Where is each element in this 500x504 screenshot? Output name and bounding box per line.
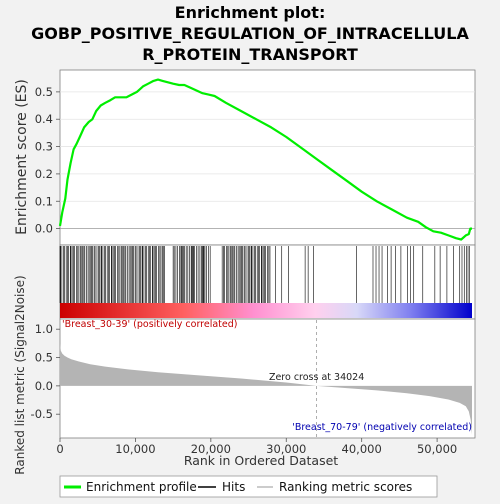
legend-label-hits: Hits	[222, 480, 245, 494]
es-curve	[58, 78, 472, 241]
rank-x-tick-label: 0	[56, 442, 63, 456]
es-y-tick-label: 0.4	[35, 112, 53, 126]
legend-label-ranking: Ranking metric scores	[279, 480, 412, 494]
hits-group	[59, 246, 470, 303]
rank-x-tick-label: 30,000	[266, 442, 306, 456]
title-line-2: GOBP_POSITIVE_REGULATION_OF_INTRACELLULA	[31, 24, 469, 43]
rank-x-tick-label: 40,000	[342, 442, 382, 456]
rank-y-axis: -0.5 0.0 0.5 1.0	[31, 322, 60, 421]
es-y-tick-label: 0.2	[35, 167, 53, 181]
es-y-tick-label: 0.3	[35, 140, 53, 154]
rank-color-bar	[60, 303, 472, 318]
es-curve-group	[58, 78, 472, 241]
rank-x-tick-label: 50,000	[417, 442, 457, 456]
zero-cross-label: Zero cross at 34024	[269, 372, 364, 383]
rank-y-tick-label: 0.0	[35, 379, 53, 393]
rank-y-tick-label: 1.0	[35, 322, 53, 336]
es-y-tick-label: 0.1	[35, 194, 53, 208]
rank-x-tick-label: 10,000	[115, 442, 155, 456]
rank-y-axis-label: Ranked list metric (Signal2Noise)	[13, 275, 27, 474]
legend-box	[59, 475, 438, 498]
rank-metric-group	[60, 343, 472, 435]
es-panel	[59, 69, 476, 246]
es-y-axis: 0.0 0.1 0.2 0.3 0.4 0.5	[35, 85, 60, 236]
es-y-axis-label: Enrichment score (ES)	[14, 79, 30, 235]
rank-x-axis: 0 10,000 20,000 30,000 40,000 50,000	[56, 438, 457, 456]
es-y-tick-label: 0.5	[35, 85, 53, 99]
es-grid	[60, 91, 475, 229]
title-line-3: R_PROTEIN_TRANSPORT	[142, 45, 358, 64]
positive-label: 'Breast_30-39' (positively correlated)	[62, 319, 238, 330]
legend-label-enrichment: Enrichment profile	[86, 480, 197, 494]
rank-y-tick-label: 0.5	[35, 351, 53, 365]
rank-x-axis-label: Rank in Ordered Dataset	[184, 453, 338, 468]
rank-x-tick-label: 20,000	[191, 442, 231, 456]
es-y-tick-label: 0.0	[35, 222, 53, 236]
rank-metric-area	[60, 343, 472, 435]
title-line-1: Enrichment plot:	[175, 3, 326, 22]
rank-y-tick-label: -0.5	[31, 407, 53, 421]
negative-label: 'Breast_70-79' (negatively correlated)	[292, 422, 472, 433]
